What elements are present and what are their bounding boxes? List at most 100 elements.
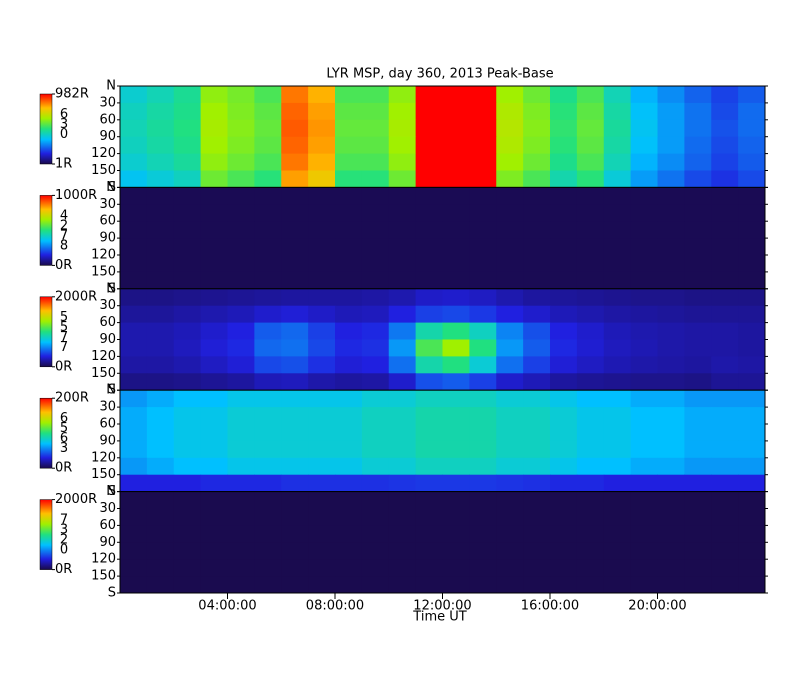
- heatmap-cell: [630, 86, 658, 104]
- heatmap-cell: [173, 288, 202, 307]
- heatmap-cell: [388, 170, 417, 188]
- heatmap-cell: [146, 339, 175, 357]
- heatmap-cell: [308, 102, 336, 121]
- heatmap-cell: [576, 440, 605, 459]
- heatmap-cell: [576, 559, 605, 577]
- heatmap-cell: [361, 305, 390, 324]
- heatmap-cell: [496, 271, 524, 290]
- heatmap-cell: [120, 271, 148, 290]
- heatmap-cell: [523, 424, 551, 442]
- heatmap-cell: [630, 187, 658, 205]
- heatmap-cell: [442, 542, 470, 560]
- heatmap-cell: [576, 238, 605, 256]
- heatmap-cell: [738, 373, 766, 391]
- heatmap-cell: [200, 288, 228, 307]
- heatmap-cell: [308, 576, 336, 594]
- heatmap-cell: [738, 491, 766, 509]
- heatmap-cell: [576, 204, 605, 222]
- heatmap-cell: [711, 407, 739, 425]
- heatmap-cell: [684, 305, 712, 324]
- heatmap-cell: [576, 339, 605, 357]
- heatmap-cell: [335, 255, 363, 273]
- heatmap-cell: [523, 221, 551, 239]
- heatmap-cell: [335, 136, 363, 155]
- heatmap-cell: [227, 356, 255, 374]
- heatmap-cell: [550, 136, 578, 155]
- heatmap-cell: [711, 339, 739, 357]
- heatmap-cell: [335, 322, 363, 340]
- heatmap-cell: [603, 440, 632, 459]
- heatmap-cell: [711, 424, 739, 442]
- heatmap-cell: [388, 474, 417, 493]
- heatmap-cell: [711, 390, 739, 408]
- heatmap-cell: [711, 525, 739, 543]
- heatmap-cell: [335, 238, 363, 256]
- heatmap-cell: [361, 576, 390, 594]
- heatmap-cell: [254, 305, 282, 324]
- heatmap-cell: [388, 271, 417, 290]
- heatmap-cell: [738, 305, 766, 324]
- heatmap-cell: [227, 136, 255, 155]
- heatmap-cell: [738, 136, 766, 155]
- heatmap-cell: [496, 136, 524, 155]
- heatmap-cell: [361, 508, 390, 526]
- heatmap-cell: [576, 119, 605, 138]
- heatmap-cell: [684, 542, 712, 560]
- heatmap-cell: [684, 102, 712, 121]
- heatmap-cell: [442, 474, 470, 493]
- heatmap-cell: [200, 559, 228, 577]
- heatmap-cell: [415, 457, 443, 476]
- heatmap-cell: [469, 525, 497, 543]
- heatmap-cell: [469, 542, 497, 560]
- heatmap-cell: [173, 373, 202, 391]
- heatmap-cell: [227, 407, 255, 425]
- y-tick-label: 90: [99, 129, 116, 144]
- heatmap-cell: [657, 390, 685, 408]
- heatmap-cell: [146, 136, 175, 155]
- heatmap-cell: [738, 322, 766, 340]
- heatmap-cell: [711, 86, 739, 104]
- heatmap-cell: [523, 170, 551, 188]
- heatmap-cell: [281, 305, 309, 324]
- heatmap-cell: [120, 255, 148, 273]
- heatmap-cell: [227, 170, 255, 188]
- heatmap-cell: [388, 407, 417, 425]
- heatmap-cell: [630, 457, 658, 476]
- heatmap-cell: [388, 559, 417, 577]
- heatmap-cell: [361, 170, 390, 188]
- heatmap-cell: [388, 356, 417, 374]
- heatmap-cell: [657, 170, 685, 188]
- heatmap-cell: [523, 119, 551, 138]
- heatmap-cell: [254, 339, 282, 357]
- heatmap-cell: [227, 491, 255, 509]
- heatmap-cell: [576, 86, 605, 104]
- y-tick-label: 60: [99, 315, 116, 330]
- heatmap-cell: [415, 187, 443, 205]
- heatmap-cell: [335, 474, 363, 493]
- heatmap-cell: [469, 407, 497, 425]
- heatmap-cell: [496, 407, 524, 425]
- heatmap-cell: [227, 86, 255, 104]
- heatmap-cell: [146, 305, 175, 324]
- heatmap-cell: [388, 508, 417, 526]
- heatmap-cell: [496, 559, 524, 577]
- heatmap-cell: [711, 373, 739, 391]
- heatmap-cell: [442, 491, 470, 509]
- heatmap-cell: [550, 255, 578, 273]
- heatmap-cell: [684, 559, 712, 577]
- heatmap-cell: [550, 576, 578, 594]
- heatmap-cell: [361, 86, 390, 104]
- heatmap-cell: [200, 373, 228, 391]
- heatmap-cell: [361, 221, 390, 239]
- heatmap-cell: [738, 271, 766, 290]
- heatmap-cell: [200, 424, 228, 442]
- heatmap-cell: [200, 255, 228, 273]
- heatmap-cell: [576, 288, 605, 307]
- heatmap-cell: [335, 440, 363, 459]
- heatmap-cell: [442, 559, 470, 577]
- heatmap-cell: [415, 356, 443, 374]
- heatmap-cell: [496, 339, 524, 357]
- heatmap-cell: [738, 238, 766, 256]
- heatmap-cell: [442, 440, 470, 459]
- heatmap-cell: [603, 102, 632, 121]
